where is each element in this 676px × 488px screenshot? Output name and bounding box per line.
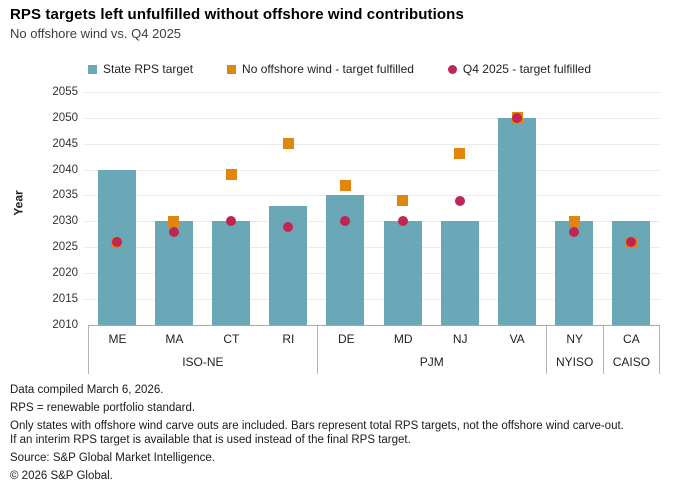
gridline	[84, 299, 660, 301]
no-offshore-wind-marker-ny	[568, 215, 580, 227]
rps-target-bar-va	[498, 117, 536, 325]
x-axis-state-label-de: DE	[337, 332, 355, 346]
legend-item-q4-2025: Q4 2025 - target fulfilled	[447, 62, 591, 76]
x-axis: ME MA CT RI ISO-NE DE MD NJ VA PJM NY NYISO CA CAISO	[88, 325, 660, 374]
no-offshore-wind-marker-ct	[225, 169, 237, 181]
y-tick-label: 2025	[52, 241, 78, 254]
footnote-source: Source: S&P Global Market Intelligence.	[10, 452, 215, 464]
gridline	[84, 221, 660, 223]
y-tick-label: 2035	[52, 189, 78, 202]
gridline	[84, 143, 660, 145]
legend-item-state-rps-target: State RPS target	[88, 62, 193, 76]
y-tick-label: 2045	[52, 137, 78, 150]
plot-area	[84, 84, 660, 325]
rps-target-bar-ct	[212, 221, 250, 325]
x-axis-group-label: ISO-NE	[182, 355, 224, 369]
rps-target-bar-ma	[154, 221, 193, 325]
y-tick-label: 2040	[52, 163, 78, 176]
y-tick-label: 2050	[52, 111, 78, 124]
q4-2025-marker-va	[512, 112, 522, 123]
rps-target-bar-nj	[440, 221, 479, 325]
x-axis-group-pjm: DE MD NJ VA PJM	[316, 326, 546, 374]
x-axis-group-iso-ne: ME MA CT RI ISO-NE	[88, 326, 317, 374]
x-axis-group-label: CAISO	[612, 355, 651, 369]
y-tick-label: 2010	[52, 319, 78, 331]
q4-2025-marker-ct	[226, 216, 236, 227]
teal-square-icon	[88, 64, 97, 74]
x-axis-group-nyiso: NY NYISO	[545, 326, 603, 374]
x-axis-state-label-ny: NY	[566, 332, 584, 346]
y-axis-title: Year	[11, 190, 26, 216]
y-tick-label: 2055	[52, 85, 78, 98]
crimson-circle-icon	[447, 64, 457, 74]
x-axis-group-label: PJM	[419, 355, 444, 369]
legend-label: No offshore wind - target fulfilled	[242, 62, 414, 76]
footnote-interim-target: If an interim RPS target is available th…	[10, 434, 411, 446]
no-offshore-wind-marker-de	[339, 179, 351, 191]
q4-2025-marker-nj	[454, 195, 465, 206]
x-axis-state-label-ma: MA	[165, 332, 184, 346]
y-axis-ticks: 2010 2015 2020 2025 2030 2035 2040 2045 2050 2055	[38, 84, 82, 331]
footnote-rps-definition: RPS = renewable portfolio standard.	[10, 402, 196, 414]
no-offshore-wind-marker-nj	[454, 148, 466, 160]
x-axis-state-label-md: MD	[393, 332, 413, 346]
gridline	[84, 273, 660, 275]
no-offshore-wind-marker-ri	[282, 138, 294, 150]
y-tick-label: 2030	[52, 215, 78, 228]
q4-2025-marker-me	[111, 237, 122, 248]
legend-label: State RPS target	[103, 62, 194, 76]
x-axis-group-label: NYISO	[556, 355, 594, 369]
x-axis-state-label-ri: RI	[282, 332, 295, 346]
y-tick-label: 2015	[52, 293, 78, 306]
x-axis-group-caiso: CA CAISO	[602, 326, 660, 374]
q4-2025-marker-de	[340, 216, 351, 227]
gridline	[84, 247, 660, 249]
chart-subtitle: No offshore wind vs. Q4 2025	[10, 26, 182, 41]
x-axis-state-label-va: VA	[509, 332, 525, 346]
no-offshore-wind-marker-ma	[168, 215, 180, 227]
chart-legend: State RPS target No offshore wind - targ…	[88, 62, 591, 76]
gridline	[84, 169, 660, 171]
rps-target-bar-de	[326, 195, 365, 325]
gridline	[84, 117, 660, 119]
rps-target-bar-md	[383, 221, 422, 325]
chart-title: RPS targets left unfulfilled without off…	[10, 6, 464, 23]
x-axis-state-label-nj: NJ	[452, 332, 468, 346]
legend-label: Q4 2025 - target fulfilled	[462, 62, 591, 76]
no-offshore-wind-marker-md	[397, 195, 409, 207]
footnote-scope: Only states with offshore wind carve out…	[10, 420, 624, 432]
x-axis-state-label-me: ME	[108, 332, 127, 346]
q4-2025-marker-ri	[283, 221, 294, 232]
q4-2025-marker-ca	[626, 237, 637, 248]
y-tick-label: 2020	[52, 267, 78, 280]
q4-2025-marker-ma	[168, 226, 179, 237]
q4-2025-marker-ny	[569, 226, 580, 237]
x-axis-state-label-ca: CA	[623, 332, 640, 346]
gridline	[84, 91, 660, 93]
gridline	[84, 195, 660, 197]
chart-footnotes: Data compiled March 6, 2026. RPS = renew…	[10, 384, 624, 488]
orange-square-icon	[227, 64, 237, 74]
footnote-data-compiled: Data compiled March 6, 2026.	[10, 384, 164, 396]
rps-target-bar-ny	[555, 221, 594, 325]
x-axis-state-label-ct: CT	[223, 332, 240, 346]
q4-2025-marker-md	[397, 216, 408, 227]
footnote-copyright: © 2026 S&P Global.	[10, 470, 113, 482]
legend-item-no-offshore-wind: No offshore wind - target fulfilled	[227, 62, 414, 76]
